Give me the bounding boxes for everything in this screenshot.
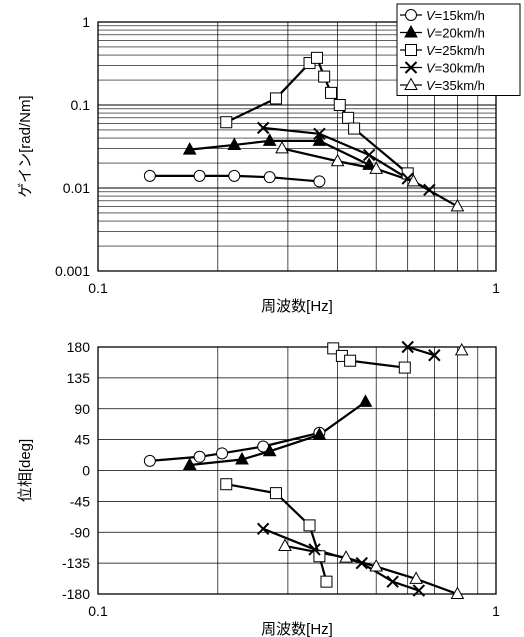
gain-data-point-v-25km-h (333, 99, 346, 111)
gain-x-tick-label: 1 (492, 280, 500, 296)
phase-y-tick-label: -180 (62, 586, 90, 602)
gain-data-point-v-15km-h (263, 171, 276, 184)
gain-data-point-v-20km-h (262, 133, 277, 146)
phase-y-tick-label: 0 (82, 463, 90, 479)
phase-gridlines (98, 346, 496, 595)
gain-data-point-v-20km-h (227, 137, 242, 150)
gain-data-point-v-30km-h (256, 121, 270, 135)
legend-label-v-15km-h: V=15km/h (426, 8, 485, 23)
gain-data-point-v-15km-h (228, 169, 241, 182)
phase-data-point-v-35km-h (369, 559, 384, 572)
phase-plot-frame (97, 346, 497, 595)
gain-data-point-v-35km-h (369, 161, 384, 174)
phase-data-point-v-30km-h (308, 543, 321, 556)
legend-marker-v-35km-h (404, 77, 418, 90)
phase-data-point-v-30km-h (256, 522, 270, 536)
gain-data-point-v-35km-h (406, 173, 421, 187)
phase-data-point-v-35km-h (278, 538, 292, 551)
phase-y-tick-label: -135 (62, 555, 90, 571)
legend-marker-v-30km-h (404, 61, 418, 74)
gain-x-tick-label: 0.1 (88, 280, 108, 296)
gain-y-axis-title: ゲイン[rad/Nm] (17, 95, 34, 197)
gain-y-tick-label: 0.01 (63, 180, 90, 196)
phase-y-tick-label: 90 (74, 401, 90, 417)
phase-data-point-v-25km-h (269, 487, 282, 500)
legend-marker-v-20km-h (404, 24, 418, 38)
legend-label-v-35km-h: V=35km/h (426, 78, 485, 93)
legend-label-v-20km-h: V=20km/h (426, 26, 485, 41)
phase-data-point-v-20km-h (312, 427, 327, 440)
phase-data-point-v-30km-h (428, 349, 441, 362)
gain-x-axis-title: 周波数[Hz] (261, 298, 333, 315)
gain-series-line-v-35km-h (281, 147, 458, 208)
phase-y-tick-label: -90 (70, 524, 90, 540)
legend-label-v-25km-h: V=25km/h (426, 43, 485, 58)
gain-data-point-v-15km-h (193, 169, 206, 182)
gain-markers-group (143, 51, 465, 212)
phase-y-axis-title: 位相[deg] (17, 439, 34, 502)
gain-data-point-v-35km-h (330, 153, 345, 167)
legend-label-v-30km-h: V=30km/h (426, 61, 485, 76)
phase-y-tick-label: 45 (74, 432, 90, 448)
gain-data-point-v-15km-h (313, 175, 326, 188)
phase-data-point-v-15km-h (216, 447, 229, 460)
phase-markers-group (143, 340, 469, 599)
phase-y-tick-label: 135 (67, 370, 91, 386)
phase-data-point-v-35km-h (409, 571, 423, 584)
phase-data-point-v-30km-h (386, 575, 399, 588)
phase-data-point-v-30km-h (401, 340, 414, 354)
phase-y-tick-label: 180 (67, 339, 91, 355)
gain-data-point-v-15km-h (143, 169, 156, 182)
gain-y-tick-label: 0.1 (71, 97, 91, 113)
phase-y-tick-label: -45 (70, 493, 90, 509)
gain-data-point-v-35km-h (275, 140, 289, 154)
legend-marker-v-15km-h (405, 9, 417, 21)
phase-data-point-v-25km-h (220, 478, 233, 491)
phase-data-point-v-35km-h (450, 586, 465, 599)
gain-data-point-v-20km-h (362, 157, 376, 170)
phase-data-point-v-25km-h (327, 342, 340, 355)
gain-data-point-v-25km-h (269, 92, 282, 105)
legend-marker-v-25km-h (405, 44, 417, 56)
gain-y-tick-label: 0.001 (55, 263, 90, 279)
phase-data-point-v-15km-h (193, 450, 206, 463)
phase-data-point-v-25km-h (313, 550, 326, 563)
gain-data-point-v-30km-h (313, 127, 326, 140)
gain-data-point-v-25km-h (310, 51, 323, 64)
gain-data-point-v-35km-h (450, 198, 465, 212)
legend: V=15km/h V=20km/h V=25km/h V=30km/h V=35km/h (396, 3, 521, 96)
phase-data-point-v-30km-h (412, 584, 426, 597)
phase-x-axis-title: 周波数[Hz] (261, 621, 333, 637)
gain-data-point-v-25km-h (342, 111, 355, 124)
phase-data-point-v-25km-h (398, 361, 411, 374)
gain-data-point-v-25km-h (348, 122, 361, 135)
gain-data-point-v-20km-h (312, 133, 327, 146)
phase-series-line-v-15km-h (149, 431, 320, 462)
phase-data-point-v-20km-h (182, 457, 197, 471)
phase-series-line-v-30km-h (407, 347, 435, 357)
gain-data-point-v-30km-h (362, 148, 376, 162)
phase-data-point-v-35km-h (339, 550, 353, 563)
phase-data-point-v-25km-h (344, 354, 357, 367)
gain-data-point-v-20km-h (182, 142, 197, 155)
gain-y-tick-label: 1 (82, 14, 90, 30)
phase-data-point-v-30km-h (355, 556, 368, 570)
phase-data-point-v-25km-h (320, 575, 333, 588)
phase-data-point-v-20km-h (262, 443, 277, 457)
phase-data-point-v-20km-h (235, 451, 249, 465)
phase-series-line-v-20km-h (189, 400, 367, 467)
gain-data-point-v-25km-h (220, 116, 233, 129)
phase-data-point-v-20km-h (358, 394, 373, 407)
phase-data-point-v-15km-h (143, 454, 156, 467)
gain-data-point-v-25km-h (318, 70, 331, 83)
gain-plot-frame (97, 21, 497, 272)
phase-x-tick-label: 0.1 (88, 603, 108, 619)
phase-data-point-v-25km-h (303, 519, 316, 532)
gain-data-point-v-25km-h (325, 86, 338, 99)
phase-data-point-v-35km-h (454, 342, 469, 356)
gain-data-point-v-30km-h (423, 183, 436, 197)
phase-x-tick-label: 1 (492, 603, 500, 619)
